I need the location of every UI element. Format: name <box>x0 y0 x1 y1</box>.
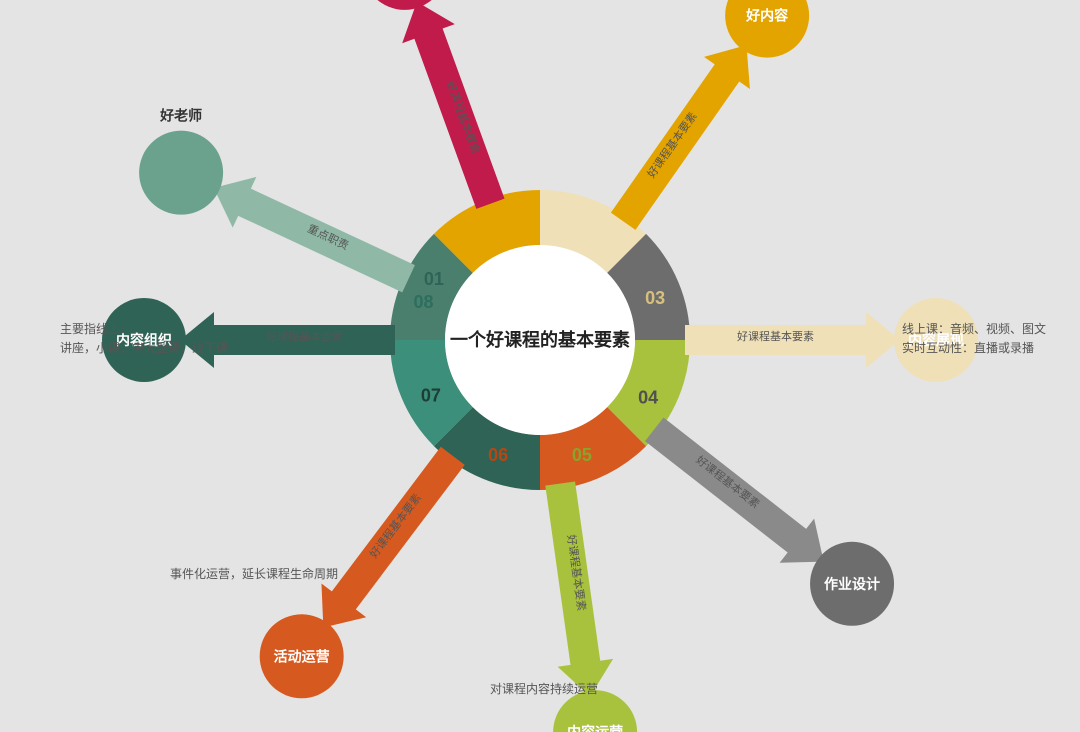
ring-number: 05 <box>572 445 592 465</box>
node-circle <box>139 131 223 215</box>
node-label: 好内容 <box>745 8 788 24</box>
caption: 线上课：音频、视频、图文 实时互动性：直播或录播 <box>902 320 1046 358</box>
spoke: 好课程基本要素 <box>600 29 769 237</box>
diagram-svg: 重点职责好老师好课程基本要素好选题好课程基本要素好内容好课程基本要素内容展现好课… <box>0 0 1080 732</box>
node-label: 内容运营 <box>567 724 623 732</box>
radial-diagram: 重点职责好老师好课程基本要素好选题好课程基本要素好内容好课程基本要素内容展现好课… <box>0 0 1080 732</box>
node-label: 好老师 <box>159 108 202 124</box>
spoke: 好课程基本要素 <box>532 480 617 701</box>
spoke: 好课程基本要素 <box>391 0 517 213</box>
ring-number: 02 <box>492 213 512 233</box>
spoke: 好课程基本要素 <box>637 407 841 583</box>
caption: 对课程内容持续运营 <box>490 680 598 699</box>
ring-number: 04 <box>638 388 658 408</box>
spoke: 好课程基本要素 <box>301 439 475 644</box>
caption: 主要指线上： 讲座，小课，中大型课，线下课 <box>60 320 228 358</box>
center-title: 一个好课程的基本要素 <box>450 329 630 350</box>
ring-number: 01 <box>424 269 444 289</box>
ring-number: 06 <box>488 445 508 465</box>
node-circle <box>363 0 447 10</box>
ring-number: 08 <box>413 292 433 312</box>
node-label: 作业设计 <box>824 576 880 592</box>
caption: 事件化运营，延长课程生命周期 <box>170 565 338 584</box>
ring-number: 07 <box>421 386 441 406</box>
ring-number: 03 <box>645 288 665 308</box>
arrow-label: 好课程基本要素 <box>266 329 343 343</box>
spoke: 好课程基本要素 <box>685 312 900 368</box>
arrow-label: 好课程基本要素 <box>737 329 814 343</box>
spoke: 重点职责 <box>202 162 421 304</box>
node-label: 活动运营 <box>274 648 330 664</box>
